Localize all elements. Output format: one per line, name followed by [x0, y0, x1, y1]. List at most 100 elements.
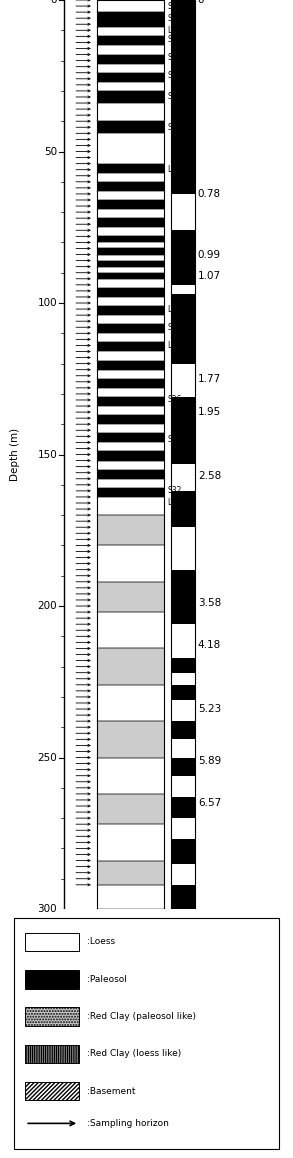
Bar — [97, 218, 164, 227]
Text: :Paleosol: :Paleosol — [87, 975, 127, 984]
Text: :Sampling horizon: :Sampling horizon — [87, 1119, 169, 1128]
Bar — [97, 442, 164, 452]
Text: S21: S21 — [167, 323, 181, 331]
Bar — [97, 497, 164, 515]
Bar — [97, 288, 164, 296]
Text: S5: S5 — [167, 93, 177, 102]
Bar — [97, 315, 164, 324]
Bar — [25, 932, 79, 951]
Bar — [97, 242, 164, 249]
Text: 150: 150 — [38, 449, 57, 460]
Bar — [97, 36, 164, 45]
Text: 200: 200 — [38, 601, 57, 611]
Bar — [97, 334, 164, 343]
Text: L9: L9 — [167, 166, 176, 174]
Text: S3: S3 — [167, 53, 177, 63]
Bar — [97, 182, 164, 191]
Bar — [171, 684, 195, 699]
Text: 300: 300 — [38, 904, 57, 914]
Text: Depth (m): Depth (m) — [10, 428, 20, 481]
Bar — [97, 64, 164, 73]
Text: L23: L23 — [167, 340, 181, 350]
Bar — [97, 581, 164, 613]
Bar — [97, 0, 164, 12]
Bar — [25, 1082, 79, 1100]
Bar — [97, 860, 164, 885]
Bar — [171, 864, 195, 885]
Text: 0.78: 0.78 — [198, 189, 221, 199]
Bar — [171, 673, 195, 684]
Bar — [97, 261, 164, 266]
Text: 0: 0 — [198, 0, 204, 5]
Bar — [97, 360, 164, 369]
Bar — [97, 488, 164, 497]
Text: 250: 250 — [38, 753, 57, 762]
Text: :Basement: :Basement — [87, 1086, 136, 1095]
Bar — [171, 721, 195, 739]
Bar — [97, 133, 164, 163]
Bar — [171, 885, 195, 909]
Bar — [171, 463, 195, 491]
Bar — [97, 255, 164, 261]
Text: 3.58: 3.58 — [198, 598, 221, 608]
Text: 2.58: 2.58 — [198, 470, 221, 481]
Bar — [97, 28, 164, 36]
Bar — [97, 103, 164, 122]
Bar — [171, 818, 195, 840]
Bar — [171, 757, 195, 776]
Text: S6: S6 — [167, 123, 177, 132]
Bar — [171, 285, 195, 294]
Text: S4: S4 — [167, 72, 177, 80]
Bar — [97, 273, 164, 279]
Bar — [171, 230, 195, 285]
Bar — [97, 352, 164, 360]
Bar — [97, 613, 164, 648]
Bar — [25, 1007, 79, 1026]
Bar — [97, 424, 164, 433]
Bar — [97, 54, 164, 64]
Bar — [97, 279, 164, 288]
Text: 100: 100 — [38, 298, 57, 308]
Bar — [171, 624, 195, 658]
Bar — [97, 266, 164, 273]
Bar — [97, 227, 164, 236]
Bar — [97, 0, 164, 909]
Bar — [97, 249, 164, 255]
Text: 50: 50 — [44, 147, 57, 156]
Bar — [171, 364, 195, 397]
Text: :Red Clay (paleosol like): :Red Clay (paleosol like) — [87, 1012, 196, 1021]
Bar — [97, 73, 164, 82]
Bar — [97, 515, 164, 545]
Bar — [97, 173, 164, 182]
Bar — [171, 527, 195, 570]
Bar — [97, 369, 164, 379]
Text: 5.89: 5.89 — [198, 755, 221, 765]
Bar — [97, 324, 164, 334]
Bar — [171, 699, 195, 721]
Bar — [97, 12, 164, 28]
Text: L2: L2 — [167, 25, 176, 35]
Bar — [97, 296, 164, 306]
Text: S1: S1 — [167, 14, 176, 23]
Bar — [97, 91, 164, 103]
Bar — [171, 0, 195, 909]
Bar — [97, 461, 164, 470]
Bar — [171, 776, 195, 797]
Bar — [25, 970, 79, 989]
Text: S26: S26 — [167, 396, 181, 404]
Bar — [97, 794, 164, 824]
Bar — [171, 797, 195, 818]
Bar — [171, 739, 195, 757]
Bar — [97, 379, 164, 388]
Text: :Loess: :Loess — [87, 938, 115, 946]
Text: S0: S0 — [167, 1, 177, 10]
Bar — [171, 658, 195, 673]
Bar — [97, 684, 164, 721]
Text: L33: L33 — [167, 498, 181, 507]
Bar — [97, 648, 164, 684]
Bar — [171, 570, 195, 624]
Bar — [97, 236, 164, 242]
Text: 1.07: 1.07 — [198, 271, 221, 280]
Text: 0.99: 0.99 — [198, 249, 221, 259]
Text: S28: S28 — [167, 435, 181, 444]
